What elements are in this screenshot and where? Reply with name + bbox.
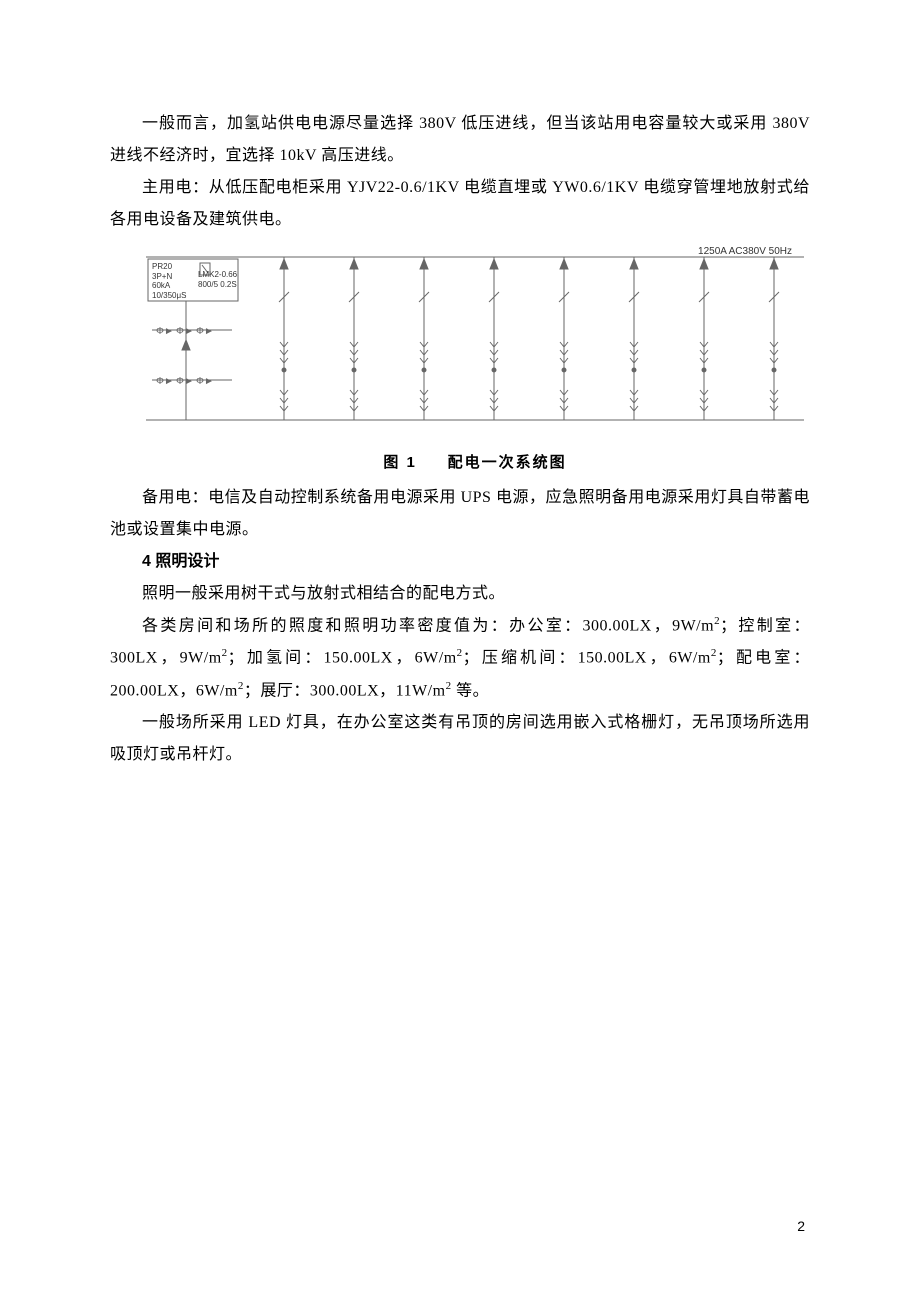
figure-1: 1250A AC380V 50Hz PR20 3P+N 60kA 10/350μ… <box>144 242 806 478</box>
paragraph-6: 一般场所采用 LED 灯具，在办公室这类有吊顶的房间选用嵌入式格栅灯，无吊顶场所… <box>110 707 810 771</box>
svg-text:Φ►: Φ► <box>176 376 194 387</box>
spec-line: PR20 <box>152 262 186 272</box>
p5-seg-a: 各类房间和场所的照度和照明功率密度值为：办公室：300.00LX，9W/m <box>142 617 714 634</box>
spec-line: 800/5 0.2S <box>198 280 237 290</box>
paragraph-3: 备用电：电信及自动控制系统备用电源采用 UPS 电源，应急照明备用电源采用灯具自… <box>110 482 810 546</box>
page-number: 2 <box>797 1212 805 1240</box>
svg-text:Φ►: Φ► <box>196 326 214 337</box>
paragraph-4: 照明一般采用树干式与放射式相结合的配电方式。 <box>110 578 810 610</box>
spec-line: LMK2-0.66 <box>198 270 237 280</box>
figure-caption: 图 1 配电一次系统图 <box>144 448 806 478</box>
spec-line: 60kA <box>152 281 186 291</box>
p5-seg-g: 等。 <box>452 682 490 699</box>
paragraph-2: 主用电：从低压配电柜采用 YJV22-0.6/1KV 电缆直埋或 YW0.6/1… <box>110 172 810 236</box>
svg-text:Φ►: Φ► <box>156 376 174 387</box>
figure-top-label: 1250A AC380V 50Hz <box>698 242 792 262</box>
figure-caption-title: 配电一次系统图 <box>448 454 567 471</box>
single-line-diagram-svg: Φ►Φ►Φ► Φ►Φ►Φ► <box>144 242 806 446</box>
paragraph-1: 一般而言，加氢站供电电源尽量选择 380V 低压进线，但当该站用电容量较大或采用… <box>110 108 810 172</box>
figure-caption-number: 图 1 <box>383 454 417 471</box>
p5-seg-f: ；展厅：300.00LX，11W/m <box>244 682 446 699</box>
figure-spec-incoming: PR20 3P+N 60kA 10/350μS <box>152 262 186 300</box>
svg-text:Φ►: Φ► <box>196 376 214 387</box>
spec-line: 3P+N <box>152 272 186 282</box>
p5-seg-d: ；压缩机间：150.00LX，6W/m <box>463 650 711 667</box>
paragraph-5: 各类房间和场所的照度和照明功率密度值为：办公室：300.00LX，9W/m2；控… <box>110 610 810 707</box>
svg-text:Φ►: Φ► <box>176 326 194 337</box>
figure-spec-ct: LMK2-0.66 800/5 0.2S <box>198 270 237 289</box>
svg-text:Φ►: Φ► <box>156 326 174 337</box>
heading-4: 4 照明设计 <box>110 546 810 578</box>
spec-line: 10/350μS <box>152 291 186 301</box>
p5-seg-c: ；加氢间：150.00LX，6W/m <box>228 650 457 667</box>
